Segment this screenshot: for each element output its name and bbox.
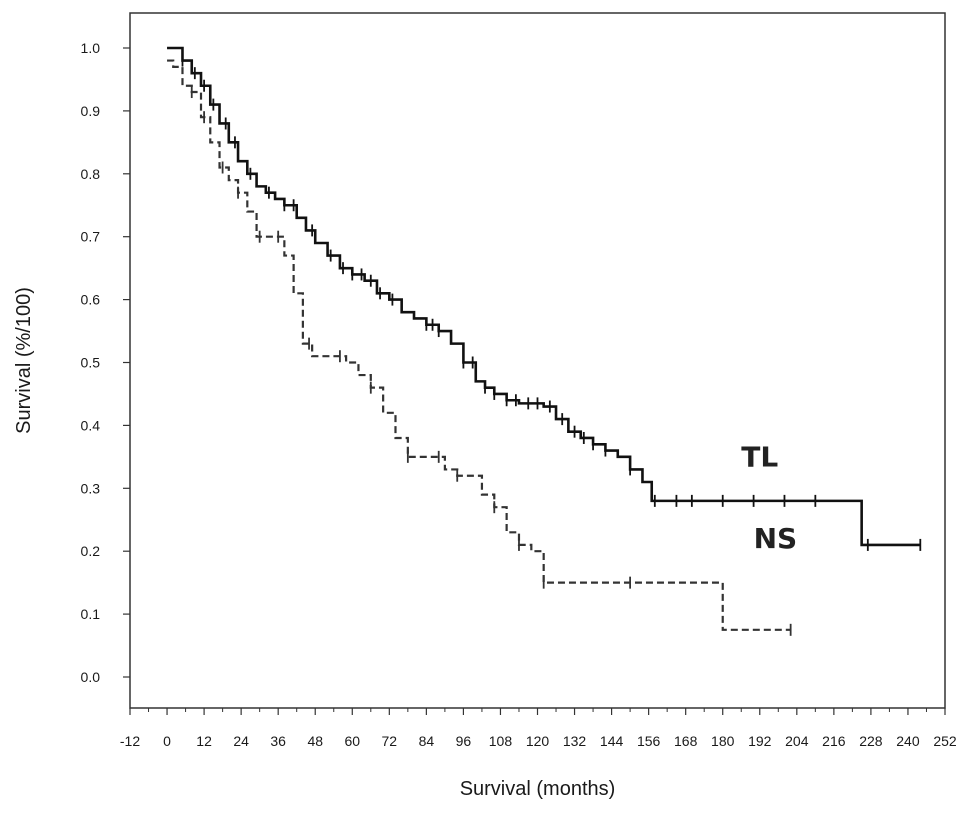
x-tick-label: 144 [600,733,624,749]
series-line-tl [167,46,921,547]
x-tick-label: 0 [163,733,171,749]
x-tick-label: 252 [933,733,957,749]
x-tick-label: 204 [785,733,809,749]
x-tick-label: 12 [196,733,212,749]
x-tick-label: 96 [456,733,472,749]
x-tick-label: 24 [233,733,249,749]
curve-label-ns: NS [754,522,798,555]
curve-label-tl: TL [741,440,778,473]
plot-frame [129,12,946,709]
x-tick-label: 216 [822,733,846,749]
series-layer [167,46,922,636]
x-tick-label: 48 [307,733,323,749]
x-tick-label: 192 [748,733,772,749]
x-axis: -12 0 12 24 36 48 60 72 84 96 108 120 132 144 156 168 18… [120,708,957,749]
x-tick-label: 180 [711,733,735,749]
x-tick-label: 120 [526,733,550,749]
y-tick-label: 0.5 [81,355,101,371]
y-axis: 0.0 0.1 0.2 0.3 0.4 0.5 0.6 0.7 0.8 0.9 1.0 [81,40,130,685]
x-tick-label: 132 [563,733,587,749]
x-axis-title: Survival (months) [460,778,616,800]
y-tick-label: 0.3 [81,480,101,496]
x-tick-label: 72 [382,733,398,749]
x-tick-label: 36 [270,733,286,749]
y-tick-label: 0.4 [81,417,101,433]
x-tick-label: 240 [896,733,920,749]
y-tick-label: 0.2 [81,543,101,559]
y-tick-label: 0.1 [81,606,101,622]
y-tick-label: 0.8 [81,166,101,182]
x-tick-label: -12 [120,733,140,749]
x-tick-label: 108 [489,733,513,749]
x-tick-label: 156 [637,733,661,749]
y-tick-label: 0.6 [81,292,101,308]
y-tick-label: 0.0 [81,669,101,685]
x-tick-label: 168 [674,733,698,749]
x-tick-label: 84 [419,733,435,749]
x-tick-label: 60 [344,733,360,749]
y-axis-title: Survival (%/100) [13,287,35,434]
y-tick-label: 0.9 [81,103,101,119]
series-line-ns [167,59,791,631]
y-tick-label: 1.0 [81,40,101,56]
x-tick-label: 228 [859,733,883,749]
y-tick-label: 0.7 [81,229,101,245]
annotation-layer: TL NS [741,440,797,555]
